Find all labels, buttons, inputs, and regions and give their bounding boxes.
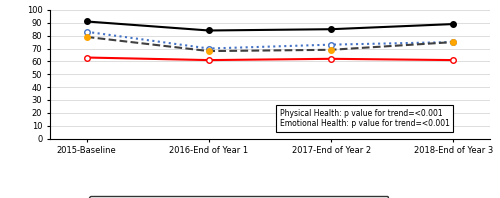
Emotional Health Domain Score bbox=[328, 43, 334, 46]
Line: Overall Health (Single Item): Overall Health (Single Item) bbox=[84, 34, 456, 54]
Emotional Health Domain Score bbox=[84, 30, 89, 33]
Perceived Stress Domain Score bbox=[84, 56, 89, 59]
Text: Physical Health: p value for trend=<0.001
Emotional Health: p value for trend=<0: Physical Health: p value for trend=<0.00… bbox=[280, 109, 450, 128]
Line: Physical Health Domain Score: Physical Health Domain Score bbox=[84, 19, 456, 33]
Perceived Stress Domain Score bbox=[328, 58, 334, 60]
Overall Health (Single Item) bbox=[206, 50, 212, 52]
Emotional Health Domain Score bbox=[450, 41, 456, 43]
Line: Perceived Stress Domain Score: Perceived Stress Domain Score bbox=[84, 55, 456, 63]
Perceived Stress Domain Score bbox=[206, 59, 212, 61]
Emotional Health Domain Score bbox=[206, 47, 212, 50]
Legend: Physical Health Domain Score, Emotional Health Domain Score, Perceived Stress Do: Physical Health Domain Score, Emotional … bbox=[89, 196, 388, 198]
Physical Health Domain Score bbox=[328, 28, 334, 30]
Physical Health Domain Score bbox=[450, 23, 456, 25]
Overall Health (Single Item) bbox=[328, 49, 334, 51]
Physical Health Domain Score bbox=[84, 20, 89, 23]
Physical Health Domain Score bbox=[206, 29, 212, 32]
Overall Health (Single Item) bbox=[84, 36, 89, 38]
Perceived Stress Domain Score bbox=[450, 59, 456, 61]
Overall Health (Single Item) bbox=[450, 41, 456, 43]
Line: Emotional Health Domain Score: Emotional Health Domain Score bbox=[84, 29, 456, 51]
